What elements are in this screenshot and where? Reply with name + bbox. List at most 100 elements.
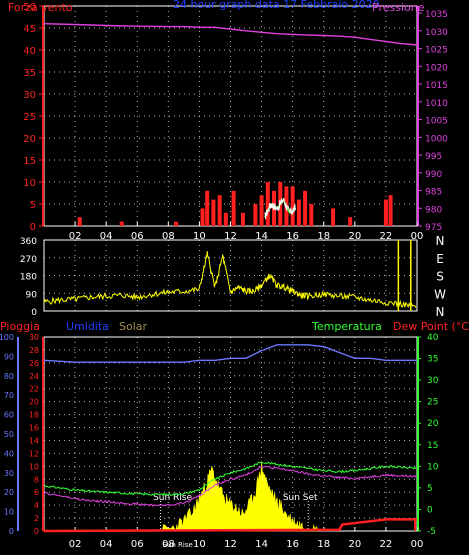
wind-force-bar <box>205 190 210 226</box>
pressure-tick-label: 1005 <box>425 117 448 127</box>
humidity-line <box>43 344 417 363</box>
wind-force-bar <box>348 217 353 226</box>
x-tick-label: 22 <box>380 231 393 242</box>
wind-force-bar <box>240 212 245 226</box>
rain-tick-label: 20 <box>29 398 39 407</box>
rain-tick-label: 22 <box>29 385 39 394</box>
humidity-tick-label: 80 <box>4 372 14 381</box>
pressure-line <box>43 23 418 46</box>
compass-label: E <box>436 252 444 266</box>
pressure-tick-label: 1015 <box>425 81 448 91</box>
solar-area <box>161 461 318 532</box>
compass-label: S <box>436 270 444 284</box>
pressure-tick-label: 1020 <box>425 63 448 73</box>
humidity-tick-label: 20 <box>4 488 14 497</box>
compass-label: W <box>434 287 446 301</box>
x-tick-label: 12 <box>224 231 237 242</box>
pressure-tick-label: 995 <box>425 152 442 162</box>
wind-force-tick-label: 45 <box>23 24 36 35</box>
wind-force-bar <box>119 221 124 226</box>
pressure-tick-label: 980 <box>425 205 442 215</box>
wind-force-tick-label: 40 <box>23 46 36 57</box>
temperature-tick-label: 25 <box>427 398 438 408</box>
wind-force-tick-label: 20 <box>23 134 36 145</box>
temperature-tick-label: -5 <box>427 527 436 537</box>
rain-tick-label: 6 <box>34 488 39 497</box>
wind-direction-tick-label: 360 <box>20 237 37 247</box>
wind-force-bar <box>290 186 295 226</box>
humidity-tick-label: 90 <box>4 352 14 361</box>
rain-tick-label: 12 <box>29 449 39 458</box>
wind-direction-tick-label: 180 <box>20 273 37 283</box>
wind-force-tick-label: 5 <box>30 200 36 211</box>
wind-average-line <box>264 197 296 220</box>
rain-tick-label: 28 <box>29 346 39 355</box>
humidity-axis-label: Umidita <box>66 320 109 333</box>
x-tick-label: 06 <box>131 231 144 242</box>
pressure-tick-label: 1035 <box>425 10 448 20</box>
x-tick-label: 18 <box>317 231 330 242</box>
pressure-tick-label: 975 <box>425 223 442 233</box>
wind-direction-tick-label: 90 <box>26 290 38 300</box>
rain-tick-label: 10 <box>29 462 39 471</box>
x-tick-label: 12 <box>224 539 237 550</box>
x-tick-label: 20 <box>348 231 361 242</box>
x-tick-label: 14 <box>255 231 268 242</box>
temperature-tick-label: 15 <box>427 441 438 451</box>
wind-force-bar <box>231 190 236 226</box>
humidity-tick-label: 100 <box>0 333 14 342</box>
x-tick-label: 02 <box>69 539 82 550</box>
wind-force-bar <box>303 190 308 226</box>
wind-force-tick-label: 35 <box>23 68 36 79</box>
humidity-tick-label: 50 <box>4 430 14 439</box>
x-tick-label: 10 <box>193 231 206 242</box>
dewpoint-axis-label: Dew Point (°C) <box>393 320 469 333</box>
wind-force-bar <box>200 208 205 226</box>
sunrise-tick-label: Sun Rise <box>163 541 193 549</box>
wind-force-tick-label: 15 <box>23 156 36 167</box>
rain-tick-label: 14 <box>29 436 39 445</box>
pressure-tick-label: 1000 <box>425 134 448 144</box>
wind-force-bar <box>223 212 228 226</box>
rain-tick-label: 30 <box>29 333 39 342</box>
temperature-tick-label: 20 <box>427 419 439 429</box>
wind-force-bar <box>265 182 270 226</box>
wind-force-bar <box>174 221 179 226</box>
rain-tick-label: 4 <box>34 501 39 510</box>
wind-force-tick-label: 25 <box>23 112 36 123</box>
temperature-tick-label: 35 <box>427 355 438 365</box>
wind-force-bar <box>309 204 314 226</box>
x-tick-label: 08 <box>162 231 175 242</box>
chart-title: 24 hour graph data 17 Febbraio 2020 <box>173 0 380 11</box>
x-tick-label: 22 <box>380 539 393 550</box>
wind-force-axis-label: Forza vento <box>8 1 73 14</box>
temperature-axis-label: Temperatura <box>311 320 382 333</box>
pressure-tick-label: 1030 <box>425 28 448 38</box>
x-tick-label: 02 <box>69 231 82 242</box>
x-tick-label: 16 <box>286 231 299 242</box>
x-tick-label: 04 <box>100 231 113 242</box>
wind-force-bar <box>253 204 258 226</box>
humidity-tick-label: 10 <box>4 508 14 517</box>
temperature-tick-label: 30 <box>427 376 439 386</box>
compass-label: N <box>436 305 445 319</box>
wind-force-tick-label: 10 <box>23 178 36 189</box>
x-tick-label: 18 <box>317 539 330 550</box>
solar-label: Solar <box>119 320 148 333</box>
pressure-tick-label: 1010 <box>425 99 448 109</box>
panel-frame <box>43 336 418 532</box>
wind-pressure-panel: Forza vento 24 hour graph data 17 Febbra… <box>8 0 448 242</box>
x-tick-label: 14 <box>255 539 268 550</box>
rain-tick-label: 16 <box>29 424 39 433</box>
wind-direction-line <box>43 251 417 309</box>
pressure-axis-label: Pressione <box>372 1 425 14</box>
wind-force-bar <box>211 199 216 226</box>
humidity-tick-label: 60 <box>4 411 14 420</box>
wind-direction-tick-label: 270 <box>20 255 37 265</box>
rain-tick-label: 18 <box>29 411 39 420</box>
wind-direction-tick-label: 0 <box>31 308 37 318</box>
x-tick-label: 16 <box>286 539 299 550</box>
rain-humidity-temperature-panel: Pioggia Umidita Solar Temperatura Dew Po… <box>0 320 469 550</box>
